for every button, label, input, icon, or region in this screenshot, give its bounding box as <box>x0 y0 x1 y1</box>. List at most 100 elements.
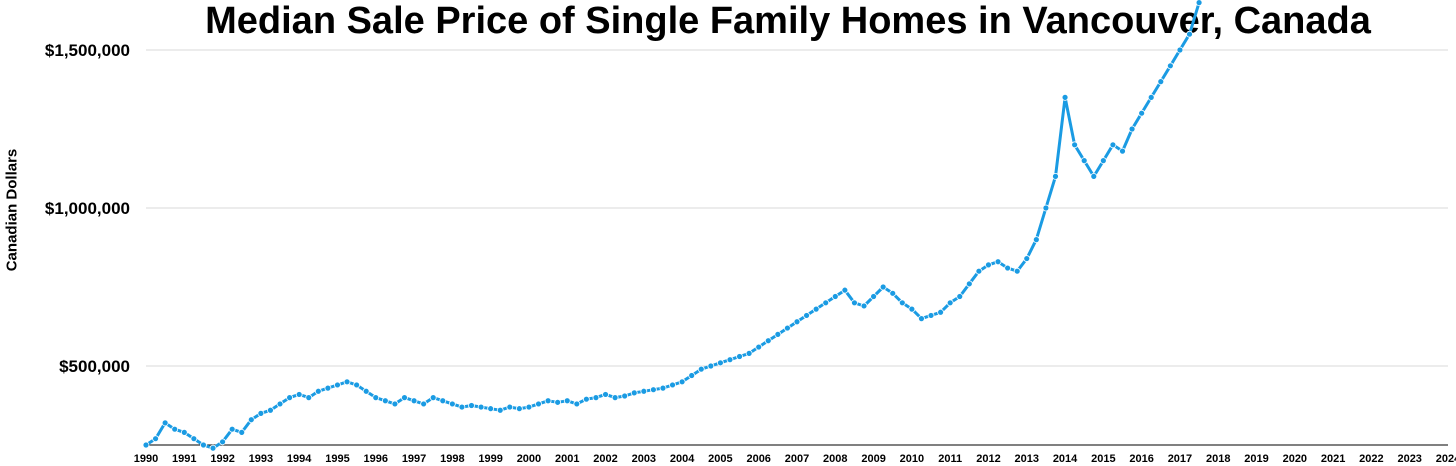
data-point <box>180 428 188 436</box>
data-point <box>276 400 284 408</box>
data-point <box>190 435 198 443</box>
data-point <box>219 438 226 446</box>
x-tick-label: 2016 <box>1129 453 1153 465</box>
data-point <box>946 299 954 307</box>
x-tick-label: 2021 <box>1321 453 1345 465</box>
data-point <box>1080 157 1088 165</box>
data-point <box>1128 125 1136 133</box>
x-tick-label: 2004 <box>670 453 695 465</box>
x-tick-label: 1992 <box>210 453 234 465</box>
data-point <box>305 394 313 402</box>
data-point <box>707 362 715 370</box>
data-point <box>477 403 485 411</box>
data-point <box>506 403 514 411</box>
data-point <box>659 384 667 392</box>
data-point <box>381 397 389 405</box>
x-tick-label: 2011 <box>938 453 962 465</box>
y-tick-label: $1,000,000 <box>45 199 130 218</box>
data-point <box>448 400 456 408</box>
data-point <box>985 261 992 269</box>
x-tick-label: 2006 <box>746 453 770 465</box>
data-point <box>573 400 581 408</box>
data-point <box>1052 172 1059 180</box>
data-point <box>1013 267 1021 275</box>
data-point <box>1023 255 1031 262</box>
data-point <box>152 435 159 443</box>
data-point <box>1032 236 1040 244</box>
data-point <box>372 394 380 402</box>
y-tick-label: $500,000 <box>59 357 130 376</box>
data-point <box>870 293 877 300</box>
data-point <box>257 409 265 417</box>
data-point <box>334 381 341 389</box>
data-point <box>736 353 743 360</box>
series-line <box>145 0 1202 450</box>
y-tick-labels: $500,000$1,000,000$1,500,000$2,000,000$2… <box>45 41 130 376</box>
data-point <box>669 381 676 389</box>
y-tick-label: $1,500,000 <box>45 41 130 60</box>
data-point <box>889 289 897 297</box>
x-tick-label: 1998 <box>440 453 464 465</box>
data-point <box>965 280 973 288</box>
data-point <box>525 403 533 411</box>
data-point <box>717 359 724 367</box>
data-point <box>630 389 638 397</box>
data-point <box>142 441 150 449</box>
x-tick-label: 2010 <box>900 453 924 465</box>
data-point <box>774 330 782 338</box>
x-tick-label: 2007 <box>785 453 809 465</box>
x-tick-label: 2005 <box>708 453 732 465</box>
data-point <box>812 305 820 313</box>
data-point <box>286 394 294 402</box>
data-point <box>1061 94 1069 101</box>
data-point <box>238 428 246 436</box>
data-point <box>535 400 542 408</box>
data-point <box>726 356 734 364</box>
data-point <box>487 405 495 413</box>
data-point <box>879 283 887 291</box>
series-layer <box>142 0 1203 452</box>
data-point <box>267 406 274 414</box>
data-point <box>1109 141 1117 149</box>
x-tick-label: 2009 <box>861 453 885 465</box>
data-point <box>410 397 418 405</box>
data-point <box>209 444 217 452</box>
data-point <box>228 425 236 433</box>
data-point <box>439 397 447 405</box>
x-tick-label: 1993 <box>249 453 273 465</box>
data-point <box>918 315 925 323</box>
x-tick-labels: 1990 1991 1992 1993 1994 1995 1996 1997 1998 1999… <box>134 453 1456 465</box>
data-point <box>458 403 466 411</box>
x-tick-label: 1991 <box>172 453 196 465</box>
x-tick-label: 1996 <box>364 453 388 465</box>
x-tick-label: 1994 <box>287 453 312 465</box>
data-point <box>1166 62 1174 70</box>
x-tick-label: 2014 <box>1053 453 1078 465</box>
data-point <box>1042 204 1050 212</box>
x-tick-label: 2013 <box>1015 453 1039 465</box>
x-tick-label: 1997 <box>402 453 426 465</box>
data-point <box>420 400 428 408</box>
data-point <box>401 394 408 402</box>
data-point <box>468 402 475 409</box>
data-point <box>1119 147 1126 155</box>
data-point <box>1004 264 1012 272</box>
data-point <box>975 267 983 275</box>
data-point <box>697 365 705 373</box>
x-tick-label: 2018 <box>1206 453 1230 465</box>
data-point <box>803 312 810 319</box>
data-point <box>1186 30 1193 38</box>
data-point <box>200 441 207 449</box>
data-point <box>391 400 399 408</box>
data-point <box>851 299 858 307</box>
data-point <box>956 293 964 300</box>
data-point <box>544 397 552 405</box>
data-point <box>1195 0 1203 6</box>
x-tick-label: 1999 <box>478 453 502 465</box>
data-point <box>362 387 370 395</box>
data-point <box>908 305 916 313</box>
data-point <box>314 387 322 395</box>
data-point <box>324 384 332 392</box>
x-tick-label: 2003 <box>632 453 656 465</box>
